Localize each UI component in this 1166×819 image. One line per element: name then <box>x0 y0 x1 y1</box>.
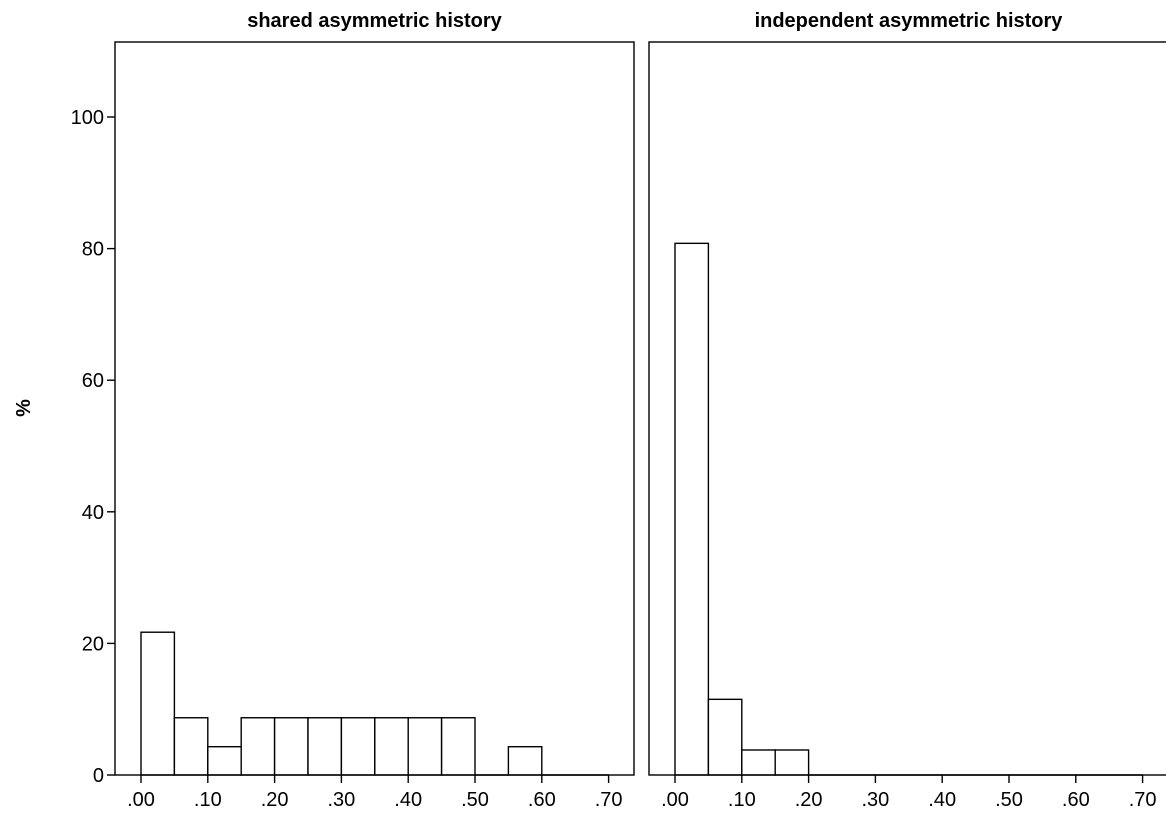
x-tick-label: .10 <box>194 789 222 811</box>
histogram-bar <box>140 631 176 776</box>
x-tick-label: .00 <box>127 789 155 811</box>
y-tick-label: 60 <box>82 370 104 392</box>
histogram-bar <box>240 717 276 776</box>
panel-title: independent asymmetric history <box>755 10 1064 32</box>
histogram-bar <box>507 746 543 776</box>
x-tick-label: .60 <box>528 789 556 811</box>
histogram-bar <box>774 749 810 776</box>
x-tick-label: .40 <box>928 789 956 811</box>
panel-frame <box>648 41 1166 776</box>
histogram-bar <box>440 717 476 776</box>
x-tick-label: .40 <box>394 789 422 811</box>
histogram-bar <box>173 717 209 776</box>
x-tick-label: .60 <box>1062 789 1090 811</box>
x-tick-label: .30 <box>327 789 355 811</box>
y-tick-label: 80 <box>82 239 104 261</box>
x-tick-label: .20 <box>261 789 289 811</box>
panel-title: shared asymmetric history <box>247 10 502 32</box>
histogram-bar <box>741 749 776 776</box>
histogram-bar <box>674 242 710 776</box>
histogram-bar <box>207 746 242 776</box>
y-tick-label: 0 <box>93 765 104 787</box>
x-tick-label: .10 <box>728 789 756 811</box>
x-tick-label: .70 <box>1129 789 1157 811</box>
x-tick-label: .20 <box>795 789 823 811</box>
x-tick-label: .00 <box>661 789 689 811</box>
y-axis-label: % <box>13 399 35 417</box>
histogram-bar <box>307 717 343 776</box>
histogram-bar <box>374 717 409 776</box>
x-tick-label: .70 <box>595 789 623 811</box>
panel-frame <box>114 41 635 776</box>
y-tick-label: 40 <box>82 502 104 524</box>
y-tick-label: 20 <box>82 633 104 655</box>
histogram-bar <box>707 698 743 776</box>
histogram-bar <box>407 717 443 776</box>
histogram-bar <box>273 717 309 776</box>
y-tick-label: 100 <box>71 107 104 129</box>
histogram-bar <box>340 717 376 776</box>
x-tick-label: .30 <box>861 789 889 811</box>
x-tick-label: .50 <box>461 789 489 811</box>
x-tick-label: .50 <box>995 789 1023 811</box>
